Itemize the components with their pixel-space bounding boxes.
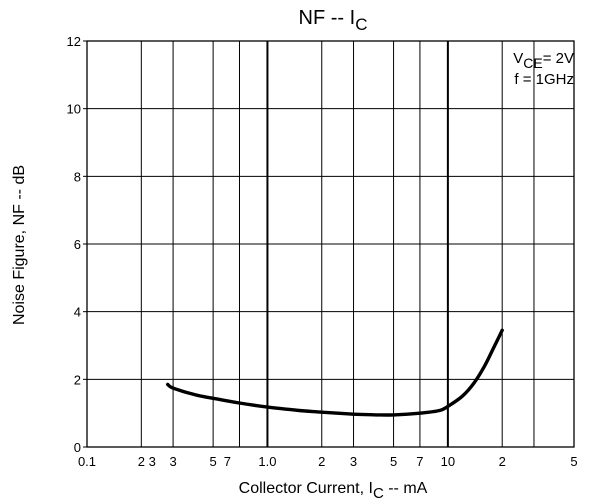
x-tick-label-3: 3: [169, 454, 176, 469]
y-tick-label-3: 6: [74, 237, 81, 252]
chart-title-main: NF -- I: [299, 7, 356, 29]
x-tick-label-6: 1.0: [258, 454, 276, 469]
x-tick-label-12: 2: [499, 454, 506, 469]
y-tick-label-1: 2: [74, 372, 81, 387]
chart-title: NF -- IC: [299, 7, 368, 34]
x-axis-label-subscript: C: [373, 485, 384, 499]
x-tick-label-13: 5: [570, 454, 577, 469]
annotation-frequency: f = 1GHz: [514, 71, 574, 88]
chart-title-subscript: C: [355, 15, 367, 34]
y-tick-label-6: 12: [67, 34, 81, 49]
x-tick-label-10: 7: [416, 454, 423, 469]
series-line-nf: [166, 328, 504, 417]
annotation-vce-subscript: CE: [523, 55, 542, 71]
x-tick-labels: 0.1 2 3 3 5 7 1.0 2 3 5 7 10 2 5: [78, 454, 578, 469]
grid-lines: [87, 41, 574, 447]
y-tick-label-5: 10: [67, 102, 81, 117]
annotation-vce-main: V: [513, 50, 523, 67]
x-axis-label: Collector Current, IC -- mA: [239, 480, 428, 499]
x-tick-label-1: 2: [138, 454, 145, 469]
x-tick-label-0: 0.1: [78, 454, 96, 469]
x-tick-label-11: 10: [441, 454, 455, 469]
x-tick-label-2: 3: [149, 454, 156, 469]
y-axis-label: Noise Figure, NF -- dB: [11, 165, 28, 325]
y-tick-label-0: 0: [74, 440, 81, 455]
y-tick-label-2: 4: [74, 305, 81, 320]
x-tick-label-7: 2: [318, 454, 325, 469]
y-tick-labels: 0 2 4 6 8 10 12: [67, 34, 87, 455]
x-tick-label-4: 5: [210, 454, 217, 469]
x-tick-label-8: 3: [350, 454, 357, 469]
y-tick-label-4: 8: [74, 169, 81, 184]
x-axis-label-main: Collector Current, I: [239, 480, 373, 497]
annotation-vce: VCE= 2V: [513, 50, 574, 71]
annotation-vce-rest: = 2V: [543, 50, 574, 67]
x-axis-label-unit: -- mA: [384, 480, 428, 497]
x-tick-label-9: 5: [390, 454, 397, 469]
x-tick-label-5: 7: [224, 454, 231, 469]
